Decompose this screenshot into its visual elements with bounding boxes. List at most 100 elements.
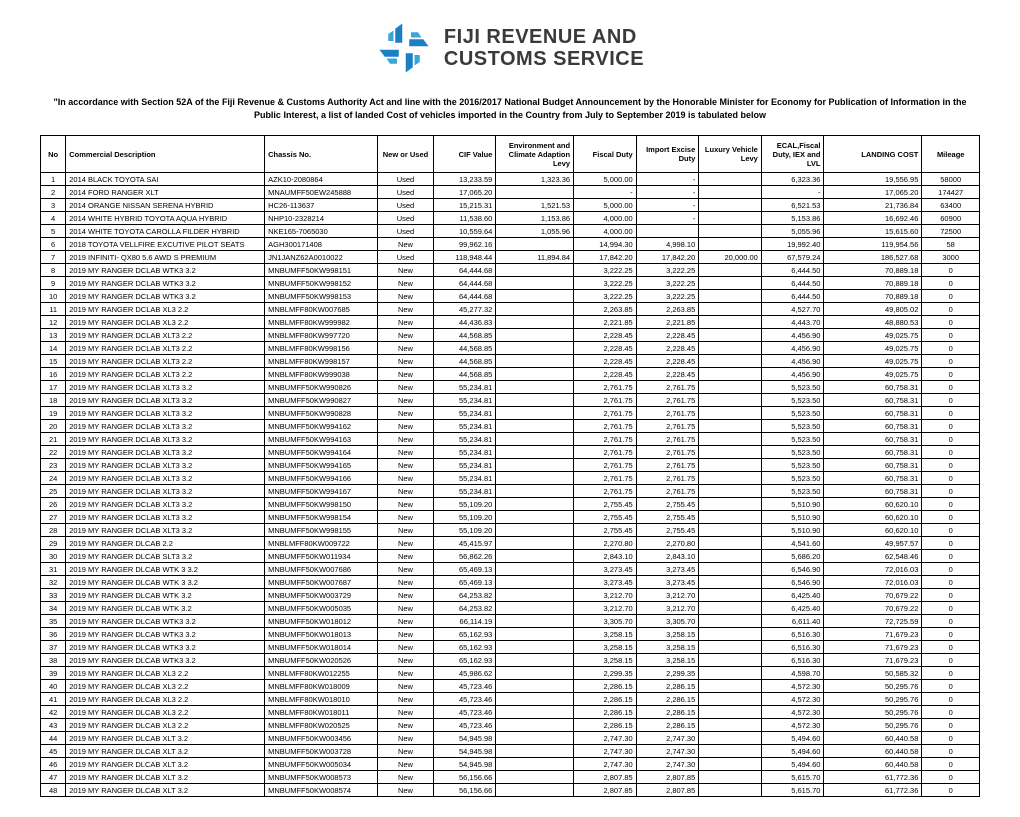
table-cell: MNBUMFF50KW018014 bbox=[265, 641, 378, 654]
table-cell: 5,055.96 bbox=[761, 225, 824, 238]
table-cell: MNBUMFF50KW003729 bbox=[265, 589, 378, 602]
table-cell: New bbox=[378, 732, 434, 745]
table-cell: - bbox=[636, 199, 699, 212]
table-cell: 50,585.32 bbox=[824, 667, 922, 680]
table-row: 482019 MY RANGER DLCAB XLT 3.2MNBUMFF50K… bbox=[41, 784, 980, 797]
table-cell: 3,258.15 bbox=[574, 628, 637, 641]
table-cell bbox=[699, 459, 762, 472]
table-cell: 55,234.81 bbox=[433, 381, 496, 394]
table-cell: 0 bbox=[922, 446, 980, 459]
table-cell: 0 bbox=[922, 745, 980, 758]
table-cell: 5,523.50 bbox=[761, 433, 824, 446]
table-cell bbox=[699, 472, 762, 485]
table-cell: 2,221.85 bbox=[574, 316, 637, 329]
table-cell bbox=[496, 329, 574, 342]
table-cell bbox=[699, 407, 762, 420]
table-cell: 60,620.10 bbox=[824, 524, 922, 537]
table-cell bbox=[699, 693, 762, 706]
table-cell: 5,686.20 bbox=[761, 550, 824, 563]
table-cell: 70,679.22 bbox=[824, 589, 922, 602]
table-cell: 35 bbox=[41, 615, 66, 628]
table-row: 192019 MY RANGER DCLAB XLT3 3.2MNBUMFF50… bbox=[41, 407, 980, 420]
table-cell: 2,755.45 bbox=[636, 524, 699, 537]
logo-line1: FIJI REVENUE AND bbox=[444, 26, 644, 48]
table-row: 442019 MY RANGER DLCAB XLT 3.2MNBUMFF50K… bbox=[41, 732, 980, 745]
table-cell: 2019 MY RANGER DLCAB WTK3 3.2 bbox=[66, 628, 265, 641]
table-cell: MNBUMFF50KW003728 bbox=[265, 745, 378, 758]
table-cell: 22 bbox=[41, 446, 66, 459]
table-row: 12014 BLACK TOYOTA SAIAZK10-2080864Used1… bbox=[41, 173, 980, 186]
table-cell: 3,305.70 bbox=[574, 615, 637, 628]
table-cell: 60,758.31 bbox=[824, 472, 922, 485]
table-cell: 4,572.30 bbox=[761, 693, 824, 706]
table-cell: 5,510.90 bbox=[761, 524, 824, 537]
table-row: 412019 MY RANGER DLCAB XL3 2.2MNBLMFF80K… bbox=[41, 693, 980, 706]
table-cell: 6,611.40 bbox=[761, 615, 824, 628]
table-cell: 4,572.30 bbox=[761, 680, 824, 693]
table-cell: MNBLMFF80KW998156 bbox=[265, 342, 378, 355]
table-cell bbox=[496, 693, 574, 706]
table-cell bbox=[699, 264, 762, 277]
table-cell: 4,456.90 bbox=[761, 342, 824, 355]
table-cell bbox=[699, 576, 762, 589]
table-cell: MNBLMFF80KW998157 bbox=[265, 355, 378, 368]
table-cell: 0 bbox=[922, 316, 980, 329]
table-cell: New bbox=[378, 316, 434, 329]
table-cell: 2,761.75 bbox=[636, 446, 699, 459]
table-cell: 2,228.45 bbox=[574, 342, 637, 355]
table-cell: 3,222.25 bbox=[636, 277, 699, 290]
table-cell: 17,065.20 bbox=[433, 186, 496, 199]
table-cell: 71,679.23 bbox=[824, 654, 922, 667]
table-cell: 72500 bbox=[922, 225, 980, 238]
table-cell: 4,456.90 bbox=[761, 355, 824, 368]
col-header: ECAL,Fiscal Duty, IEX and LVL bbox=[761, 136, 824, 173]
table-cell: 5,494.60 bbox=[761, 732, 824, 745]
table-cell: 15,615.60 bbox=[824, 225, 922, 238]
table-row: 312019 MY RANGER DLCAB WTK 3 3.2MNBUMFF5… bbox=[41, 563, 980, 576]
table-cell: 2,299.35 bbox=[574, 667, 637, 680]
table-cell bbox=[496, 394, 574, 407]
table-cell: 0 bbox=[922, 693, 980, 706]
table-cell bbox=[496, 355, 574, 368]
table-row: 322019 MY RANGER DLCAB WTK 3 3.2MNBUMFF5… bbox=[41, 576, 980, 589]
table-cell: 0 bbox=[922, 641, 980, 654]
table-cell: 3,212.70 bbox=[574, 589, 637, 602]
table-cell: 119,954.56 bbox=[824, 238, 922, 251]
table-cell: 3 bbox=[41, 199, 66, 212]
table-cell: 6,521.53 bbox=[761, 199, 824, 212]
table-cell bbox=[496, 303, 574, 316]
table-cell bbox=[496, 641, 574, 654]
table-cell: MNBUMFF50KW990826 bbox=[265, 381, 378, 394]
table-cell: 2,755.45 bbox=[574, 524, 637, 537]
table-cell: MNBUMFF50KW998155 bbox=[265, 524, 378, 537]
table-cell bbox=[496, 381, 574, 394]
table-cell: 5,494.60 bbox=[761, 758, 824, 771]
table-cell: MNBLMFF80KW999038 bbox=[265, 368, 378, 381]
table-cell: 49,025.75 bbox=[824, 342, 922, 355]
table-cell: 2019 MY RANGER DLCAB WTK 3 3.2 bbox=[66, 563, 265, 576]
table-cell: 55,234.81 bbox=[433, 433, 496, 446]
table-cell: 2014 BLACK TOYOTA SAI bbox=[66, 173, 265, 186]
table-cell: 0 bbox=[922, 602, 980, 615]
table-cell: 60,758.31 bbox=[824, 446, 922, 459]
table-cell: 27 bbox=[41, 511, 66, 524]
table-cell: 0 bbox=[922, 524, 980, 537]
table-cell bbox=[496, 485, 574, 498]
table-row: 182019 MY RANGER DCLAB XLT3 3.2MNBUMFF50… bbox=[41, 394, 980, 407]
table-row: 202019 MY RANGER DCLAB XLT3 3.2MNBUMFF50… bbox=[41, 420, 980, 433]
table-cell: 50,295.76 bbox=[824, 719, 922, 732]
table-cell: 41 bbox=[41, 693, 66, 706]
table-cell: 0 bbox=[922, 459, 980, 472]
table-cell: New bbox=[378, 420, 434, 433]
table-cell: 17,842.20 bbox=[636, 251, 699, 264]
table-cell bbox=[496, 615, 574, 628]
table-row: 252019 MY RANGER DCLAB XLT3 3.2MNBUMFF50… bbox=[41, 485, 980, 498]
table-cell: 71,679.23 bbox=[824, 628, 922, 641]
table-cell bbox=[699, 290, 762, 303]
table-row: 352019 MY RANGER DLCAB WTK3 3.2MNBUMFF50… bbox=[41, 615, 980, 628]
table-cell bbox=[496, 316, 574, 329]
table-cell: 3,258.15 bbox=[574, 641, 637, 654]
table-cell: 3,258.15 bbox=[636, 654, 699, 667]
table-cell: 31 bbox=[41, 563, 66, 576]
table-cell: 64,444.68 bbox=[433, 277, 496, 290]
